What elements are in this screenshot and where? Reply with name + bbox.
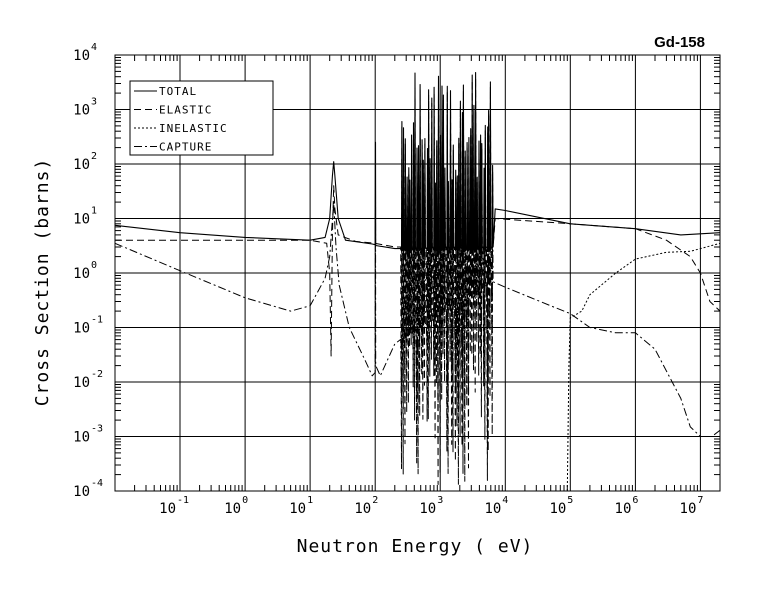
y-tick-exponent: 2: [91, 151, 97, 162]
x-axis-label: Neutron Energy ( eV): [297, 536, 534, 557]
y-tick-label: 10: [73, 157, 90, 173]
y-tick-exponent: -3: [91, 424, 103, 435]
y-tick-label: 10: [73, 103, 90, 119]
x-tick-label: 10: [419, 501, 436, 517]
y-tick-label: 10: [73, 375, 90, 391]
x-tick-exponent: 2: [372, 495, 378, 506]
chart-title: Gd-158: [654, 34, 705, 51]
x-tick-label: 10: [289, 501, 306, 517]
y-tick-label: 10: [73, 484, 90, 500]
x-tick-exponent: 6: [632, 495, 638, 506]
y-tick-exponent: -4: [91, 478, 103, 489]
y-tick-label: 10: [73, 321, 90, 337]
legend-label-elastic: ELASTIC: [159, 104, 212, 117]
y-tick-label: 10: [73, 212, 90, 228]
x-tick-exponent: 5: [567, 495, 573, 506]
x-tick-exponent: 1: [307, 495, 313, 506]
series-layer: [115, 71, 720, 491]
plot-frame: [114, 54, 721, 492]
y-tick-label: 10: [73, 266, 90, 282]
series-line-inelastic: [566, 242, 720, 491]
tick-labels: 10-110010110210310410510610710-410-310-2…: [73, 42, 703, 517]
y-tick-exponent: -2: [91, 369, 103, 380]
y-tick-label: 10: [73, 430, 90, 446]
x-tick-label: 10: [680, 501, 697, 517]
legend: TOTAL ELASTIC INELASTIC CAPTURE: [129, 80, 274, 156]
y-tick-exponent: 3: [91, 97, 97, 108]
y-tick-label: 10: [73, 48, 90, 64]
x-tick-label: 10: [484, 501, 501, 517]
x-tick-exponent: 3: [437, 495, 443, 506]
x-tick-label: 10: [615, 501, 632, 517]
y-axis-label: Cross Section (barns): [32, 158, 53, 407]
y-tick-exponent: 0: [91, 260, 97, 271]
x-tick-label: 10: [224, 501, 241, 517]
x-tick-exponent: 0: [242, 495, 248, 506]
y-tick-exponent: 4: [91, 42, 97, 53]
x-tick-label: 10: [159, 501, 176, 517]
x-tick-label: 10: [549, 501, 566, 517]
legend-label-inelastic: INELASTIC: [159, 122, 228, 135]
x-tick-label: 10: [354, 501, 371, 517]
legend-box: [129, 80, 274, 156]
x-tick-exponent: 4: [502, 495, 508, 506]
legend-label-total: TOTAL: [159, 85, 197, 98]
legend-label-capture: CAPTURE: [159, 141, 212, 154]
x-tick-exponent: 7: [697, 495, 703, 506]
y-tick-exponent: 1: [91, 206, 97, 217]
series-line-capture: [115, 110, 720, 437]
x-tick-exponent: -1: [177, 495, 189, 506]
y-tick-exponent: -1: [91, 315, 103, 326]
